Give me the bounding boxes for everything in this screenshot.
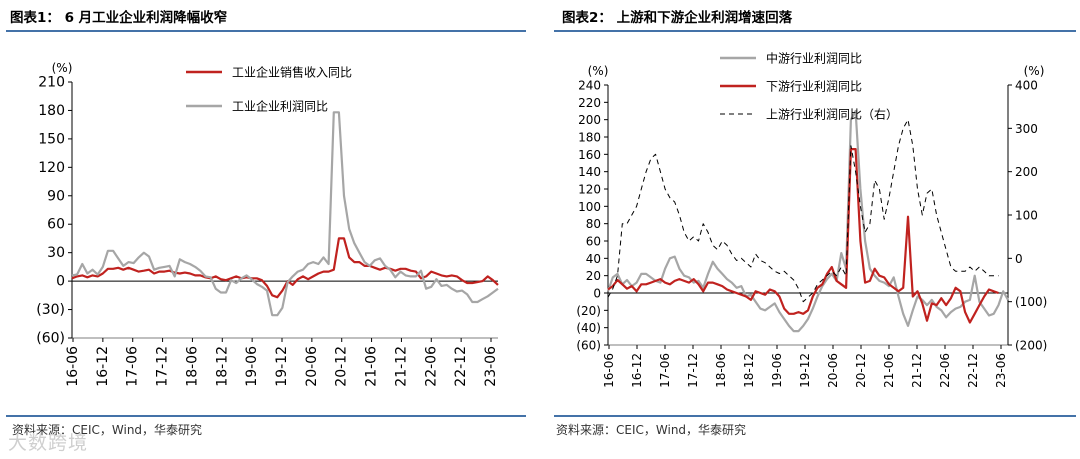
y-tick-label: 0 <box>593 287 601 301</box>
y-tick-label: 240 <box>578 79 601 93</box>
x-tick-label: 16-06 <box>65 346 81 387</box>
x-tick-label: 19-06 <box>244 346 260 387</box>
source-note: 资料来源：CEIC，Wind，华泰研究 <box>12 423 203 437</box>
series-line-2 <box>607 148 999 324</box>
chart-title: 图表2： 上游和下游企业利润增速回落 <box>562 10 793 26</box>
y-tick-label: 100 <box>578 200 601 214</box>
y-tick-label-right: (200) <box>1015 339 1047 353</box>
y-tick-label-right: 200 <box>1015 165 1038 179</box>
footer-rule <box>554 415 1076 417</box>
x-tick-label: 18-06 <box>184 346 200 387</box>
y-tick-label: 20 <box>586 269 601 283</box>
y-tick-label-right: (100) <box>1015 295 1047 309</box>
y-tick-label: (40) <box>576 321 601 335</box>
x-tick-label: 19-06 <box>770 353 784 388</box>
y-axis-unit-right: (%) <box>1024 64 1045 78</box>
x-tick-label: 18-12 <box>214 346 230 387</box>
chart-title: 图表1： 6 月工业企业利润降幅收窄 <box>10 10 228 26</box>
y-tick-label: 200 <box>578 113 601 127</box>
x-tick-label: 17-12 <box>686 353 700 388</box>
footer-rule <box>6 415 526 417</box>
x-tick-label: 19-12 <box>798 353 812 388</box>
y-tick-label: 90 <box>47 188 65 204</box>
x-tick-label: 21-06 <box>364 346 380 387</box>
y-tick-label-right: 0 <box>1015 252 1023 266</box>
y-tick-label: 60 <box>586 235 601 249</box>
chart-right-svg: (%) (%)240220200180160140120100806040200(… <box>576 51 1047 388</box>
y-tick-label: 80 <box>586 217 601 231</box>
y-tick-label: 180 <box>578 131 601 145</box>
x-tick-label: 16-12 <box>630 353 644 388</box>
y-tick-label: 160 <box>578 148 601 162</box>
y-tick-label: 210 <box>38 75 65 91</box>
y-tick-label: 220 <box>578 96 601 110</box>
x-tick-label: 18-06 <box>714 353 728 388</box>
legend-label: 工业企业销售收入同比 <box>232 65 352 80</box>
x-tick-label: 20-12 <box>854 353 868 388</box>
x-tick-label: 21-12 <box>393 346 409 387</box>
series-line-3 <box>607 119 999 303</box>
y-tick-label-right: 400 <box>1015 79 1038 93</box>
x-tick-label: 16-06 <box>602 353 616 388</box>
x-tick-label: 16-12 <box>95 346 111 387</box>
chart-panel-left: 图表1： 6 月工业企业利润降幅收窄 (%) 210 180 150 120 90 60 30… <box>0 0 530 459</box>
y-axis-unit: (%) <box>588 64 609 78</box>
source-note: 资料来源：CEIC，Wind，华泰研究 <box>556 423 747 437</box>
x-tick-label: 17-12 <box>155 346 171 387</box>
y-tick-label: (60) <box>576 339 601 353</box>
series-line-1 <box>606 109 1009 333</box>
x-tick-label: 22-12 <box>453 346 469 387</box>
y-tick-label-right: 100 <box>1015 209 1038 223</box>
chart-left-svg: (%)210 180 150 120 90 60 30 0 (30) (60)16-06 16-12… <box>36 61 499 387</box>
title-rule <box>554 30 1076 32</box>
y-tick-label: (60) <box>36 331 65 347</box>
y-tick-label: 140 <box>578 165 601 179</box>
x-tick-label: 22-06 <box>423 346 439 387</box>
series-line-2 <box>71 111 499 317</box>
y-axis-unit: (%) <box>52 61 73 75</box>
x-tick-label: 20-12 <box>334 346 350 387</box>
y-tick-label: 180 <box>38 103 65 119</box>
x-tick-label: 22-12 <box>966 353 980 388</box>
x-tick-label: 23-06 <box>483 346 499 387</box>
legend-label: 中游行业利润同比 <box>766 51 862 66</box>
x-tick-label: 17-06 <box>658 353 672 388</box>
x-tick-label: 17-06 <box>125 346 141 387</box>
legend-label: 下游行业利润同比 <box>766 80 862 94</box>
watermark: 大数跨境 <box>8 432 89 454</box>
legend-label: 上游行业利润同比（右） <box>766 107 898 122</box>
y-tick-label: 40 <box>586 252 601 266</box>
legend-label: 工业企业利润同比 <box>232 99 328 114</box>
x-tick-label: 20-06 <box>826 353 840 388</box>
y-tick-label: 30 <box>47 245 65 261</box>
y-tick-label: (20) <box>576 304 601 318</box>
x-tick-label: 20-06 <box>304 346 320 387</box>
x-tick-label: 19-12 <box>274 346 290 387</box>
x-tick-label: 22-06 <box>938 353 952 388</box>
title-rule <box>6 30 526 32</box>
chart-panel-right: 图表2： 上游和下游企业利润增速回落 (%) (%) 240 220 200 180 160… <box>552 0 1080 459</box>
y-tick-label: 60 <box>47 217 65 233</box>
y-tick-label: 150 <box>38 131 65 147</box>
y-tick-label: 0 <box>56 274 65 290</box>
y-tick-label: 120 <box>38 160 65 176</box>
x-tick-label: 23-06 <box>994 353 1008 388</box>
x-tick-label: 21-06 <box>882 353 896 388</box>
y-tick-label-right: 300 <box>1015 122 1038 136</box>
series-line-1 <box>71 237 499 299</box>
y-tick-label: 120 <box>578 183 601 197</box>
x-tick-label: 18-12 <box>742 353 756 388</box>
x-tick-label: 21-12 <box>910 353 924 388</box>
y-tick-label: (30) <box>36 302 65 318</box>
